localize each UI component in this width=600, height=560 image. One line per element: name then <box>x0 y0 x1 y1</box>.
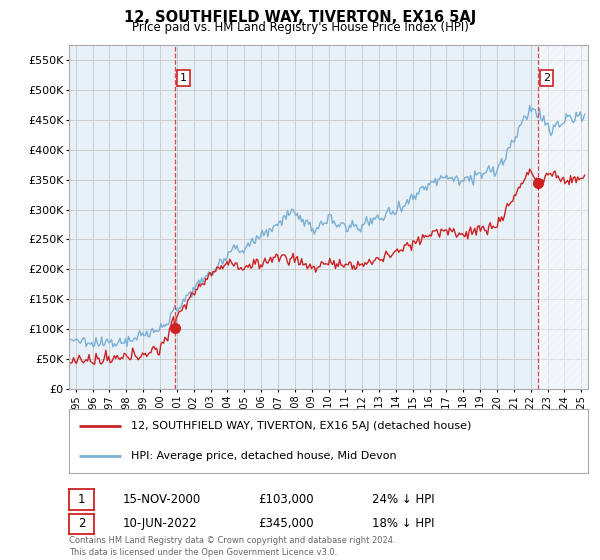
Text: 2: 2 <box>543 73 550 83</box>
Text: Price paid vs. HM Land Registry's House Price Index (HPI): Price paid vs. HM Land Registry's House … <box>131 21 469 34</box>
Text: 1: 1 <box>78 493 85 506</box>
Text: HPI: Average price, detached house, Mid Devon: HPI: Average price, detached house, Mid … <box>131 451 397 461</box>
Text: 24% ↓ HPI: 24% ↓ HPI <box>372 493 434 506</box>
Text: 15-NOV-2000: 15-NOV-2000 <box>123 493 201 506</box>
Text: 18% ↓ HPI: 18% ↓ HPI <box>372 517 434 530</box>
Text: 10-JUN-2022: 10-JUN-2022 <box>123 517 198 530</box>
Text: 1: 1 <box>180 73 187 83</box>
Text: 2: 2 <box>78 517 85 530</box>
Text: 12, SOUTHFIELD WAY, TIVERTON, EX16 5AJ: 12, SOUTHFIELD WAY, TIVERTON, EX16 5AJ <box>124 10 476 25</box>
Text: £345,000: £345,000 <box>258 517 314 530</box>
Text: 12, SOUTHFIELD WAY, TIVERTON, EX16 5AJ (detached house): 12, SOUTHFIELD WAY, TIVERTON, EX16 5AJ (… <box>131 421 472 431</box>
Text: £103,000: £103,000 <box>258 493 314 506</box>
Bar <box>538 45 596 389</box>
Text: Contains HM Land Registry data © Crown copyright and database right 2024.
This d: Contains HM Land Registry data © Crown c… <box>69 536 395 557</box>
